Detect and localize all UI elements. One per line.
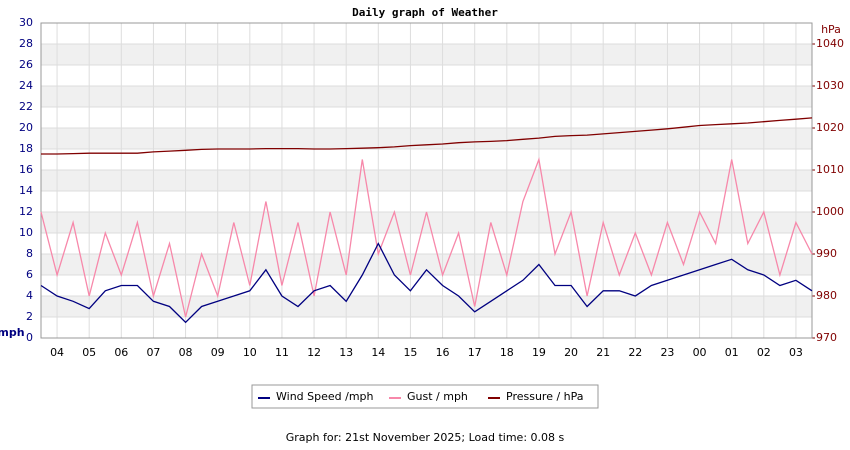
y-tick-label: 16: [19, 163, 33, 176]
y2-tick-label: 980: [816, 289, 837, 302]
grid-band: [41, 170, 812, 191]
series-line: [40, 157, 813, 318]
y-tick-label: 22: [19, 100, 33, 113]
x-tick-label: 07: [146, 346, 160, 359]
grid-band: [41, 254, 812, 275]
x-tick-label: 08: [179, 346, 193, 359]
y-tick-label: 24: [19, 79, 33, 92]
y2-tick-label: 990: [816, 247, 837, 260]
x-tick-label: 14: [371, 346, 385, 359]
y2-tick-label: 1030: [816, 79, 844, 92]
y-tick-label: 20: [19, 121, 33, 134]
y-tick-label: 26: [19, 58, 33, 71]
y-tick-label: 28: [19, 37, 33, 50]
y2-tick-label: 970: [816, 331, 837, 344]
series-line: [40, 242, 813, 324]
x-tick-label: 20: [564, 346, 578, 359]
y2-tick-label: 1010: [816, 163, 844, 176]
y-axis-label: mph: [0, 326, 25, 339]
grid-band: [41, 44, 812, 65]
x-tick-label: 22: [628, 346, 642, 359]
grid-band: [41, 86, 812, 107]
x-tick-label: 09: [211, 346, 225, 359]
chart-title: Daily graph of Weather: [352, 6, 498, 19]
y2-tick-label: 1000: [816, 205, 844, 218]
x-tick-label: 13: [339, 346, 353, 359]
x-tick-label: 21: [596, 346, 610, 359]
y-tick-label: 12: [19, 205, 33, 218]
y-tick-label: 4: [26, 289, 33, 302]
x-tick-label: 05: [82, 346, 96, 359]
y-tick-label: 10: [19, 226, 33, 239]
legend-label: Gust / mph: [407, 390, 468, 403]
x-tick-label: 03: [789, 346, 803, 359]
legend-label: Pressure / hPa: [506, 390, 584, 403]
y2-tick-label: 1020: [816, 121, 844, 134]
x-tick-label: 15: [403, 346, 417, 359]
y-tick-label: 2: [26, 310, 33, 323]
x-tick-label: 01: [725, 346, 739, 359]
x-tick-label: 19: [532, 346, 546, 359]
legend-label: Wind Speed /mph: [276, 390, 374, 403]
y-tick-label: 14: [19, 184, 33, 197]
y-tick-label: 6: [26, 268, 33, 281]
y-tick-label: 30: [19, 16, 33, 29]
x-tick-label: 11: [275, 346, 289, 359]
y2-axis-label: hPa: [821, 23, 841, 36]
x-tick-label: 02: [757, 346, 771, 359]
footer: Graph for: 21st November 2025; Load time…: [286, 431, 565, 444]
x-tick-label: 23: [660, 346, 674, 359]
x-tick-label: 18: [500, 346, 514, 359]
x-tick-label: 06: [114, 346, 128, 359]
plot-frame: [40, 22, 813, 339]
y-tick-label: 0: [26, 331, 33, 344]
x-tick-label: 17: [468, 346, 482, 359]
grid-band: [41, 296, 812, 317]
y-tick-label: 18: [19, 142, 33, 155]
legend-box: [251, 384, 599, 409]
series-line: [41, 117, 813, 155]
x-tick-label: 04: [50, 346, 64, 359]
y-tick-label: 8: [26, 247, 33, 260]
x-tick-label: 10: [243, 346, 257, 359]
x-tick-label: 12: [307, 346, 321, 359]
grid-band: [41, 128, 812, 149]
grid-band: [41, 212, 812, 233]
x-tick-label: 00: [693, 346, 707, 359]
y2-tick-label: 1040: [816, 37, 844, 50]
x-tick-label: 16: [436, 346, 450, 359]
